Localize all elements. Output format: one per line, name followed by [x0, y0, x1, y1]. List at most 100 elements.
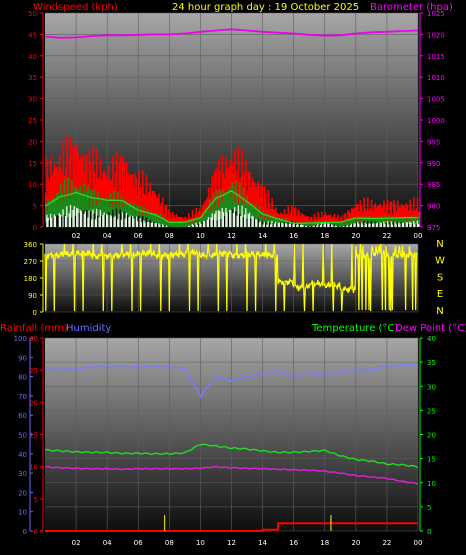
- hour-tick-label: 14: [258, 539, 267, 547]
- wind-avg-bar: [265, 212, 267, 227]
- wind-avg-bar: [144, 212, 147, 227]
- wind-min-bar: [220, 218, 222, 227]
- wind-min-bar: [391, 224, 394, 227]
- wind-avg-bar: [170, 222, 173, 227]
- gust-bar: [359, 200, 362, 227]
- wind-min-bar: [72, 209, 74, 227]
- wind-min-bar: [354, 223, 356, 227]
- wind-avg-bar: [273, 217, 276, 227]
- windspeed-tick-label: 15: [28, 160, 37, 168]
- hour-tick-label: 06: [134, 232, 143, 240]
- windspeed-tick-label: 0: [33, 224, 37, 232]
- wind-avg-bar: [109, 193, 112, 227]
- wind-min-bar: [362, 224, 364, 227]
- hour-tick-label: 00: [414, 539, 423, 547]
- wind-min-bar: [144, 222, 146, 227]
- wind-min-bar: [313, 225, 315, 227]
- wind-min-bar: [201, 221, 203, 227]
- wind-avg-bar: [226, 192, 229, 227]
- gust-bar: [115, 152, 118, 227]
- wind-avg-bar: [102, 199, 104, 227]
- gust-bar: [309, 216, 312, 227]
- gust-bar: [171, 211, 174, 227]
- wind-avg-bar: [91, 191, 93, 227]
- gust-bar: [307, 216, 309, 227]
- wind-min-bar: [117, 219, 119, 227]
- wind-avg-bar: [63, 178, 66, 227]
- barometer-tick-label: 1015: [427, 53, 445, 61]
- wind-min-bar: [248, 212, 251, 227]
- wind-avg-bar: [369, 219, 372, 227]
- wind-min-bar: [211, 213, 213, 227]
- gust-bar: [370, 199, 373, 227]
- hour-tick-label: 18: [320, 539, 329, 547]
- wind-min-bar: [317, 223, 319, 227]
- wind-min-bar: [83, 214, 85, 227]
- wind-min-bar: [138, 216, 140, 227]
- gust-bar: [325, 215, 328, 227]
- gust-bar: [204, 201, 206, 227]
- wind-min-bar: [69, 204, 72, 227]
- wind-avg-bar: [166, 219, 169, 227]
- gust-bar: [103, 170, 106, 227]
- wind-min-bar: [118, 213, 120, 227]
- gust-bar: [76, 145, 78, 227]
- hour-tick-label: 20: [351, 539, 360, 547]
- wind-avg-bar: [406, 216, 409, 227]
- rainfall-tick-label: 5: [34, 496, 38, 504]
- gust-bar: [129, 174, 132, 227]
- gust-bar: [373, 205, 375, 227]
- wind-avg-bar: [176, 222, 179, 227]
- wind-min-bar: [225, 207, 227, 227]
- wind-avg-bar: [200, 218, 203, 227]
- wind-min-bar: [59, 214, 62, 227]
- wind-avg-bar: [151, 213, 154, 227]
- wind-avg-bar: [148, 213, 150, 227]
- wind-avg-bar: [100, 197, 103, 227]
- wind-min-bar: [199, 221, 201, 227]
- wind-avg-bar: [303, 222, 306, 227]
- wind-avg-bar: [284, 218, 287, 227]
- gust-bar: [110, 178, 113, 227]
- wind-min-bar: [128, 217, 130, 227]
- compass-label: S: [437, 272, 443, 283]
- wind-min-bar: [235, 211, 237, 227]
- wind-avg-bar: [89, 189, 92, 227]
- wind-avg-bar: [220, 191, 222, 227]
- wind-avg-bar: [296, 222, 298, 227]
- wind-min-bar: [276, 223, 278, 227]
- gust-bar: [169, 212, 171, 227]
- barometer-axis-label: Barometer (hpa): [370, 2, 453, 13]
- gust-bar: [210, 186, 212, 227]
- wind-min-bar: [48, 220, 51, 227]
- wind-avg-bar: [163, 216, 165, 227]
- wind-avg-bar: [184, 224, 186, 227]
- wind-avg-bar: [165, 220, 168, 227]
- wind-avg-bar: [174, 222, 176, 227]
- wind-min-bar: [233, 207, 236, 227]
- gust-bar: [355, 203, 358, 227]
- wind-avg-bar: [335, 223, 338, 227]
- gust-bar: [230, 160, 232, 227]
- gust-bar: [289, 211, 292, 227]
- wind-avg-bar: [155, 213, 158, 227]
- wind-avg-bar: [161, 219, 164, 227]
- wind-min-bar: [148, 222, 150, 227]
- wind-min-bar: [250, 218, 252, 227]
- gust-bar: [248, 171, 251, 227]
- wind-avg-bar: [209, 199, 211, 227]
- gust-bar: [394, 204, 396, 227]
- wind-min-bar: [400, 222, 402, 227]
- wind-min-bar: [265, 221, 267, 227]
- gust-bar: [217, 158, 220, 227]
- gust-bar: [337, 214, 339, 227]
- gust-bar: [245, 159, 247, 227]
- wind-avg-bar: [120, 195, 123, 227]
- wind-min-bar: [418, 223, 420, 227]
- wind-min-bar: [357, 222, 359, 227]
- wind-min-bar: [154, 223, 156, 227]
- wind-avg-bar: [261, 212, 263, 227]
- gust-bar: [247, 171, 250, 227]
- wind-min-bar: [256, 219, 258, 227]
- wind-min-bar: [388, 224, 390, 227]
